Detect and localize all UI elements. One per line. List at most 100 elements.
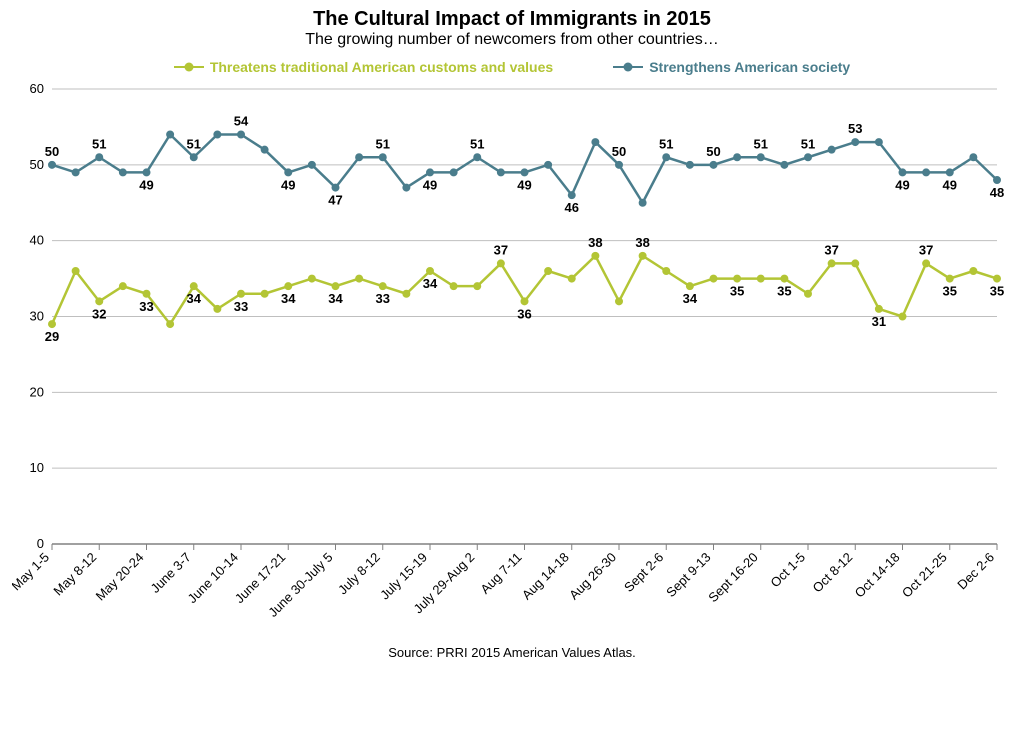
data-marker [568,275,575,282]
legend-label: Threatens traditional American customs a… [210,59,553,75]
data-marker [497,169,504,176]
value-label: 35 [777,284,791,299]
x-tick-label: May 20-24 [93,550,147,604]
legend-key-strengthens [613,61,643,73]
chart-plot-area: 0102030405060May 1-5May 8-12May 20-24Jun… [12,79,1012,639]
value-label: 34 [328,291,343,306]
data-marker [474,283,481,290]
data-marker [119,169,126,176]
data-marker [450,283,457,290]
data-marker [899,313,906,320]
chart-title: The Cultural Impact of Immigrants in 201… [0,0,1024,31]
x-tick-label: Sept 2-6 [621,550,666,595]
data-marker [875,139,882,146]
circle-marker-icon [184,63,193,72]
value-label: 49 [281,177,295,192]
data-marker [96,298,103,305]
y-tick-label: 10 [30,460,44,475]
data-marker [592,139,599,146]
data-marker [852,260,859,267]
value-label: 34 [187,291,202,306]
value-label: 49 [423,177,437,192]
data-marker [970,268,977,275]
data-marker [332,184,339,191]
value-label: 53 [848,121,862,136]
chart-legend: Threatens traditional American customs a… [0,59,1024,75]
data-marker [49,321,56,328]
value-label: 32 [92,306,106,321]
value-label: 38 [588,235,602,250]
data-marker [403,290,410,297]
legend-item-strengthens: Strengthens American society [613,59,850,75]
data-marker [49,161,56,168]
data-marker [238,290,245,297]
data-marker [946,275,953,282]
data-marker [828,146,835,153]
value-label: 51 [801,136,815,151]
data-marker [899,169,906,176]
data-marker [639,252,646,259]
data-marker [356,275,363,282]
x-tick-label: Oct 8-12 [810,550,856,596]
value-label: 34 [683,291,698,306]
value-label: 33 [376,291,390,306]
data-marker [379,154,386,161]
data-marker [308,275,315,282]
data-marker [427,169,434,176]
data-marker [781,275,788,282]
data-marker [427,268,434,275]
value-label: 51 [92,136,106,151]
data-marker [994,177,1001,184]
data-marker [96,154,103,161]
legend-item-threatens: Threatens traditional American customs a… [174,59,553,75]
value-label: 37 [494,242,508,257]
data-marker [875,305,882,312]
data-marker [261,290,268,297]
data-marker [686,161,693,168]
data-marker [143,169,150,176]
data-marker [474,154,481,161]
data-marker [710,161,717,168]
data-marker [190,154,197,161]
y-tick-label: 30 [30,309,44,324]
data-marker [686,283,693,290]
x-tick-label: Oct 1-5 [767,550,808,591]
data-marker [734,275,741,282]
value-label: 46 [565,200,579,215]
value-label: 51 [659,136,673,151]
data-marker [238,131,245,138]
value-label: 51 [376,136,390,151]
data-marker [757,154,764,161]
data-marker [781,161,788,168]
data-marker [72,169,79,176]
data-marker [592,252,599,259]
data-marker [852,139,859,146]
value-label: 35 [990,284,1004,299]
x-tick-label: May 1-5 [12,550,52,594]
line-chart-svg: 0102030405060May 1-5May 8-12May 20-24Jun… [12,79,1012,639]
data-marker [568,192,575,199]
data-marker [521,169,528,176]
x-tick-label: Sept 16-20 [705,550,761,606]
x-tick-label: Oct 14-18 [852,550,903,601]
legend-label: Strengthens American society [649,59,850,75]
chart-source: Source: PRRI 2015 American Values Atlas. [0,645,1024,660]
data-marker [805,154,812,161]
data-marker [805,290,812,297]
value-label: 31 [872,314,886,329]
data-marker [379,283,386,290]
data-marker [119,283,126,290]
x-tick-label: July 8-12 [335,550,383,598]
data-marker [214,305,221,312]
data-marker [923,169,930,176]
y-tick-label: 60 [30,81,44,96]
value-label: 50 [706,144,720,159]
data-marker [261,146,268,153]
data-marker [356,154,363,161]
data-marker [639,199,646,206]
data-marker [285,283,292,290]
data-marker [663,154,670,161]
value-label: 50 [45,144,59,159]
data-marker [616,298,623,305]
data-marker [190,283,197,290]
